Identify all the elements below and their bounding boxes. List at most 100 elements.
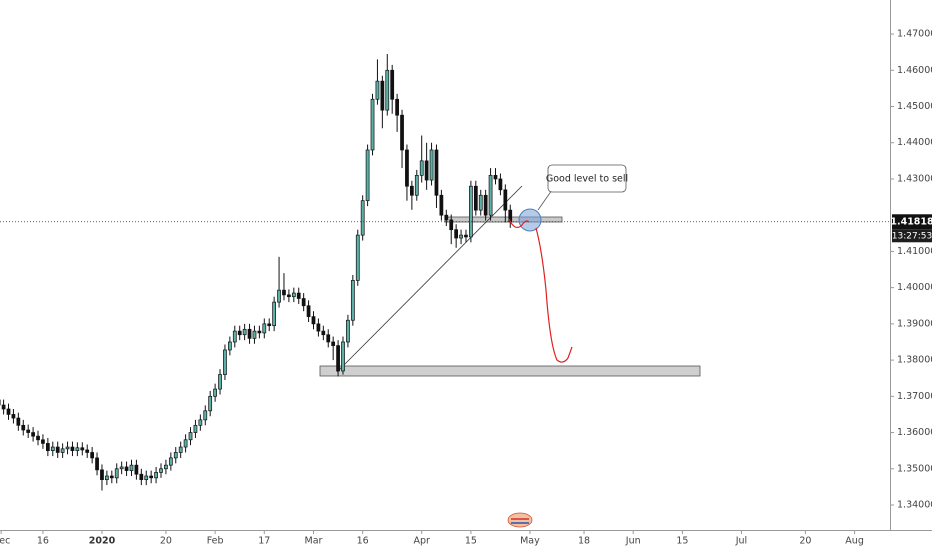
candle-body <box>478 194 483 211</box>
candle-body <box>134 464 139 475</box>
candle-body <box>326 334 331 343</box>
candle-body <box>178 446 183 453</box>
candle-body <box>306 305 311 317</box>
candle-body <box>144 475 149 480</box>
x-tick-label: Dec <box>0 536 10 547</box>
red-path-small <box>508 218 530 229</box>
y-tick-label: 1.40000 <box>897 282 932 293</box>
x-tick-label: 20 <box>160 536 172 547</box>
candle-body <box>218 374 222 390</box>
candle-body <box>257 330 262 334</box>
candle-body <box>183 439 188 448</box>
candle-body <box>424 160 429 181</box>
candle-body <box>291 292 296 298</box>
candle-body <box>434 149 439 196</box>
candle-body <box>316 323 321 332</box>
candle-body <box>41 439 45 444</box>
candle-body <box>149 475 154 479</box>
candle-body <box>405 149 409 187</box>
x-tick-label: Aug <box>845 536 864 547</box>
candle-body <box>272 301 277 327</box>
candle-body <box>414 174 419 196</box>
candle-body <box>65 446 70 450</box>
countdown-label: 13:27:53 <box>892 231 932 241</box>
candle-body <box>36 435 40 441</box>
callout-pointer <box>537 189 553 211</box>
candle-body <box>154 472 158 479</box>
candle-body <box>493 174 498 180</box>
candle-body <box>444 214 449 221</box>
candle-body <box>60 448 65 453</box>
candle-body <box>301 298 306 307</box>
candle-body <box>203 410 208 421</box>
candle-body <box>119 466 124 470</box>
candle-body <box>242 328 247 336</box>
y-tick-label: 1.47000 <box>897 29 932 40</box>
candle-body <box>449 219 454 231</box>
candle-body <box>395 98 399 116</box>
candle-body <box>168 457 173 466</box>
candle-body <box>341 341 345 372</box>
x-tick-label: 18 <box>578 536 590 547</box>
candle-body <box>454 229 459 239</box>
x-tick-label: Jun <box>625 536 641 547</box>
candle-body <box>198 419 203 426</box>
x-tick-label: Mar <box>305 536 323 547</box>
candle-body <box>350 280 355 321</box>
candle-body <box>355 234 360 281</box>
candle-body <box>11 414 16 419</box>
candle-body <box>193 424 198 433</box>
candle-body <box>459 234 463 239</box>
candle-body <box>429 149 434 181</box>
candle-body <box>90 452 95 459</box>
candle-body <box>247 328 252 339</box>
logo-badge <box>507 512 533 528</box>
candle-body <box>419 160 424 176</box>
callout-text: Good level to sell <box>546 174 628 185</box>
candle-body <box>488 174 493 216</box>
x-tick-label: 17 <box>258 536 270 547</box>
candle-body <box>208 395 213 412</box>
candle-body <box>311 316 316 325</box>
callout-box <box>547 164 627 193</box>
candle-body <box>287 294 291 298</box>
candle-body <box>321 330 326 336</box>
candle-body <box>75 447 80 452</box>
candle-body <box>85 449 90 453</box>
candle-body <box>105 475 109 480</box>
candle-body <box>390 69 395 100</box>
trendline <box>336 185 523 373</box>
candle-body <box>375 80 380 100</box>
last-price-box <box>892 214 932 230</box>
y-tick-label: 1.46000 <box>897 65 932 76</box>
candle-body <box>409 185 414 196</box>
y-tick-label: 1.37000 <box>897 391 932 402</box>
last-price-label: 1.41818 <box>890 216 932 227</box>
candle-body <box>109 475 114 479</box>
candle-body <box>439 194 444 216</box>
candle-body <box>380 80 385 111</box>
candle-body <box>336 345 340 372</box>
candle-body <box>129 464 134 471</box>
x-tick-label: May <box>520 536 540 547</box>
candle-body <box>370 98 375 151</box>
plot-area <box>0 53 890 491</box>
countdown-box <box>892 229 932 243</box>
y-tick-label: 1.35000 <box>897 463 932 474</box>
candle-body <box>296 292 301 299</box>
x-tick-label: 15 <box>465 536 477 547</box>
candle-body <box>483 194 488 216</box>
candle-body <box>16 417 21 426</box>
support-zone <box>319 365 701 377</box>
resistance-zone <box>444 216 563 223</box>
y-tick-label: 1.45000 <box>897 101 932 112</box>
candle-body <box>385 69 390 111</box>
candle-body <box>331 341 336 346</box>
candle-body <box>45 443 50 452</box>
x-tick-label: 16 <box>37 536 49 547</box>
y-tick-label: 1.39000 <box>897 318 932 329</box>
candle-body <box>464 234 468 238</box>
candle-body <box>100 469 104 480</box>
